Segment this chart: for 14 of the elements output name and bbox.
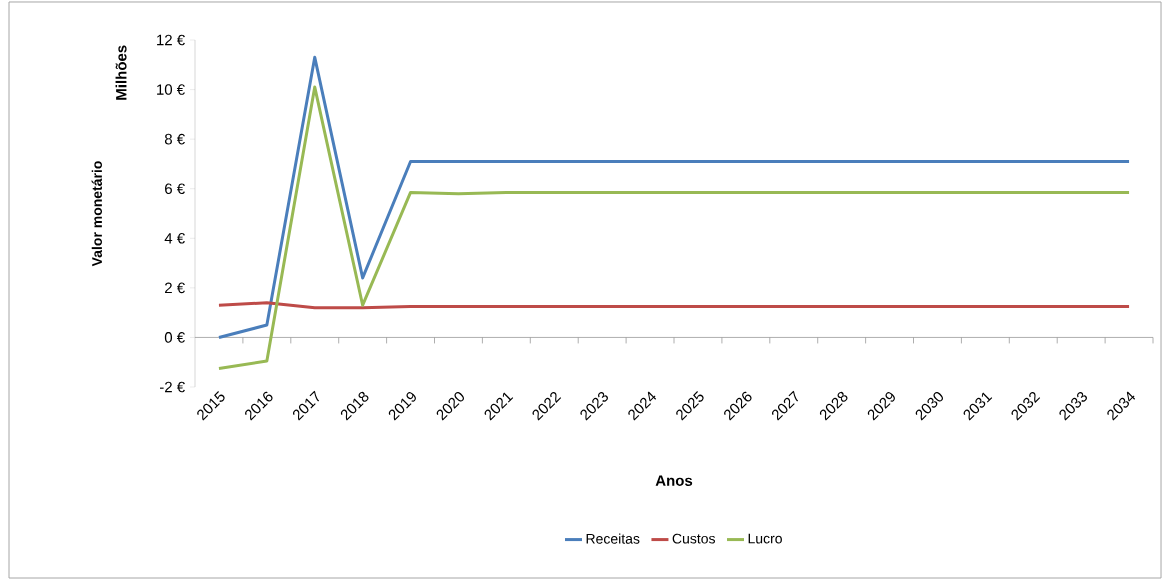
y-tick-label: 12 € — [157, 34, 185, 46]
legend-label: Custos — [672, 533, 716, 544]
legend-label: Lucro — [748, 533, 782, 544]
y-tick-label: -2 € — [159, 381, 185, 393]
y-tick-label: 6 € — [165, 183, 185, 195]
y-tick-label: 4 € — [164, 232, 185, 244]
y-axis-title: Valor monetário — [91, 161, 103, 267]
legend-label: Receitas — [586, 533, 640, 544]
text: Milhões — [115, 45, 127, 100]
y-tick-label: 8 € — [164, 133, 185, 145]
x-axis-title: Anos — [655, 475, 693, 486]
y-tick-label: 10 € — [157, 84, 185, 95]
y-tick-label: 2 € — [165, 282, 185, 294]
y-tick-label: 0 € — [164, 332, 185, 343]
